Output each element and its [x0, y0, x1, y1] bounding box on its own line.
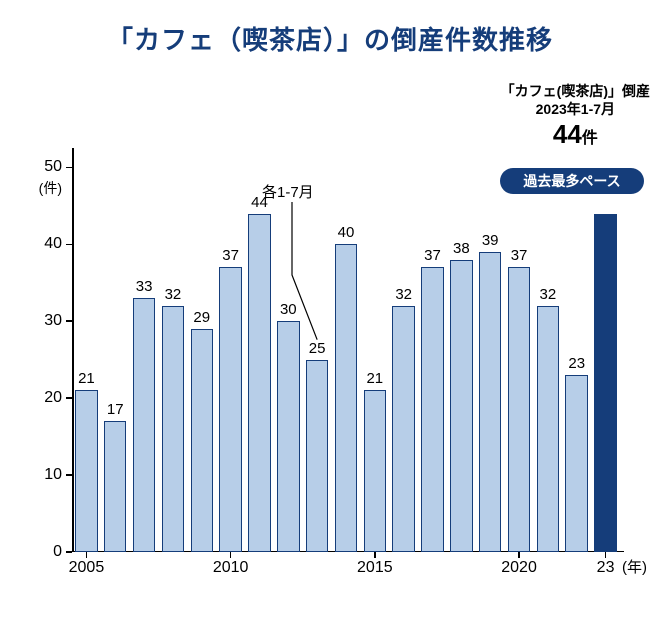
y-tick: [66, 474, 72, 476]
y-tick-label: 50: [22, 159, 62, 175]
y-tick: [66, 320, 72, 322]
bar-value-label: 39: [474, 233, 506, 248]
bar-value-label: 40: [330, 225, 362, 240]
y-tick-label: 10: [22, 467, 62, 483]
bar-value-label: 37: [214, 248, 246, 263]
bar-value-label: 32: [387, 287, 419, 302]
bar: [565, 375, 587, 552]
bar: [277, 321, 299, 552]
x-tick: [518, 552, 520, 558]
bar-value-label: 38: [445, 241, 477, 256]
bar-value-label: 32: [157, 287, 189, 302]
chart-title: 「カフェ（喫茶店）」の倒産件数推移: [0, 20, 660, 57]
chart-plot-area: 01020304050(件)21173332293744302540213237…: [72, 152, 620, 552]
highlight-annotation-value: 44件: [501, 118, 650, 152]
bar: [104, 421, 126, 552]
x-tick-label: 2010: [201, 560, 261, 576]
y-tick: [66, 244, 72, 246]
bar: [508, 267, 530, 552]
highlight-annotation-line2: 2023年1-7月: [501, 100, 650, 118]
x-tick: [605, 552, 607, 558]
bar: [537, 306, 559, 552]
bar-value-label: 33: [128, 279, 160, 294]
x-tick-label-last: 23: [586, 560, 626, 576]
highlight-annotation: 「カフェ(喫茶店)」倒産 2023年1-7月 44件: [501, 82, 650, 152]
x-tick: [230, 552, 232, 558]
bar-value-label: 17: [99, 402, 131, 417]
bar: [248, 214, 270, 552]
bar-value-label: 23: [560, 356, 592, 371]
bar: [306, 360, 328, 552]
bar: [162, 306, 184, 552]
y-tick-label: 0: [22, 544, 62, 560]
bar-value-label: 30: [272, 302, 304, 317]
x-tick-label: 2015: [345, 560, 405, 576]
y-tick: [66, 551, 72, 553]
bar-value-label: 29: [186, 310, 218, 325]
highlight-annotation-line1: 「カフェ(喫茶店)」倒産: [501, 82, 650, 100]
x-tick-label: 2020: [489, 560, 549, 576]
bar: [219, 267, 241, 552]
bar: [191, 329, 213, 552]
bar: [75, 390, 97, 552]
y-tick: [66, 397, 72, 399]
period-annotation: 各1-7月: [262, 183, 314, 203]
highlight-value-number: 44: [553, 119, 582, 149]
record-pace-badge: 過去最多ペース: [500, 168, 644, 194]
bar: [392, 306, 414, 552]
bar-value-label: 25: [301, 341, 333, 356]
bar: [364, 390, 386, 552]
bar-value-label: 37: [416, 248, 448, 263]
x-tick: [86, 552, 88, 558]
bar: [335, 244, 357, 552]
bar: [421, 267, 443, 552]
y-axis-line: [72, 148, 74, 552]
bar-value-label: 21: [359, 371, 391, 386]
x-axis-unit: (年): [622, 560, 647, 575]
y-tick-label: 30: [22, 313, 62, 329]
y-tick-label: 40: [22, 236, 62, 252]
y-axis-unit: (件): [22, 181, 62, 195]
bar: [450, 260, 472, 552]
bar: [594, 214, 616, 552]
bar-value-label: 37: [503, 248, 535, 263]
bar: [133, 298, 155, 552]
highlight-value-unit: 件: [582, 130, 598, 147]
x-tick: [374, 552, 376, 558]
bar: [479, 252, 501, 552]
bar-value-label: 21: [70, 371, 102, 386]
y-tick-label: 20: [22, 390, 62, 406]
y-tick: [66, 167, 72, 169]
bar-value-label: 32: [532, 287, 564, 302]
x-tick-label: 2005: [56, 560, 116, 576]
